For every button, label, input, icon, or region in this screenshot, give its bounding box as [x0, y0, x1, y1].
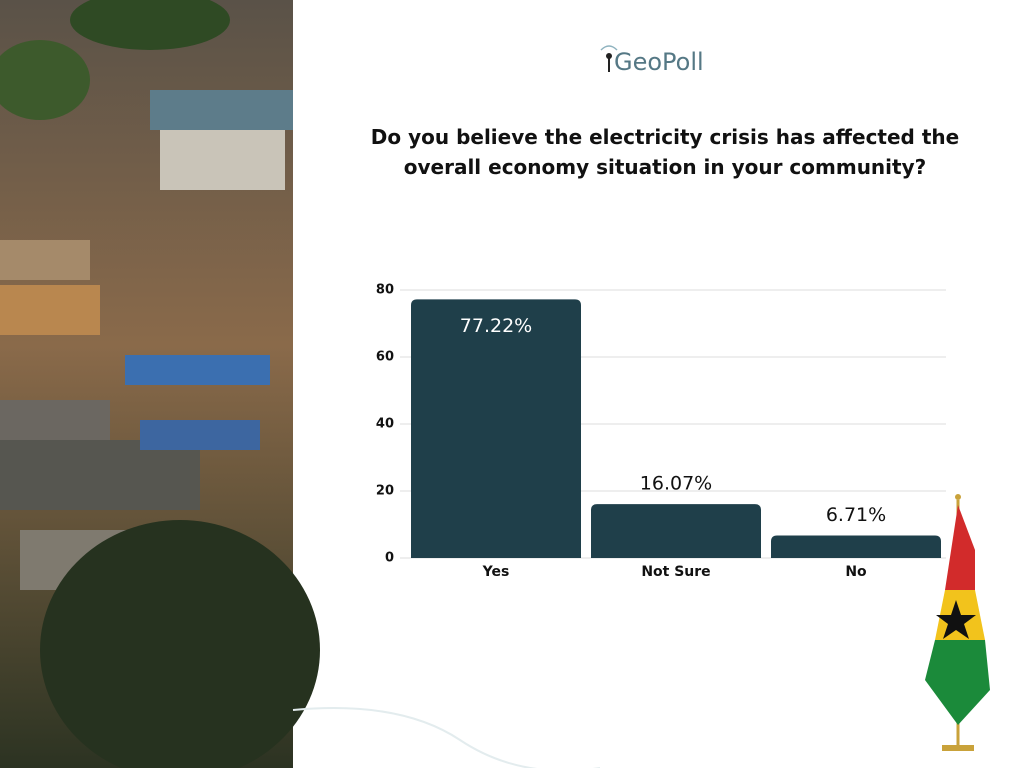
y-tick-label: 20: [376, 484, 394, 499]
x-tick-label: Yes: [482, 564, 510, 580]
flag: [925, 494, 990, 751]
photo: [0, 0, 320, 768]
logo: GeoPoll: [600, 45, 704, 76]
x-tick-label: No: [845, 564, 867, 580]
value-label: 16.07%: [640, 473, 712, 495]
value-label: 77.22%: [460, 315, 532, 337]
brand: GeoPoll: [614, 48, 704, 76]
value-label: 6.71%: [826, 504, 886, 526]
bar: [771, 535, 941, 558]
bar: [591, 504, 761, 558]
title-box: Do you believe the electricity crisis ha…: [370, 125, 960, 179]
bar: [411, 299, 581, 558]
x-tick-label: Not Sure: [641, 564, 710, 580]
y-tick-label: 40: [376, 417, 394, 432]
y-tick-label: 0: [385, 551, 394, 566]
decor: [292, 707, 600, 768]
y-tick-label: 60: [376, 350, 394, 365]
chart-title: Do you believe the electricity crisis ha…: [370, 125, 960, 179]
y-tick-label: 80: [376, 283, 394, 298]
